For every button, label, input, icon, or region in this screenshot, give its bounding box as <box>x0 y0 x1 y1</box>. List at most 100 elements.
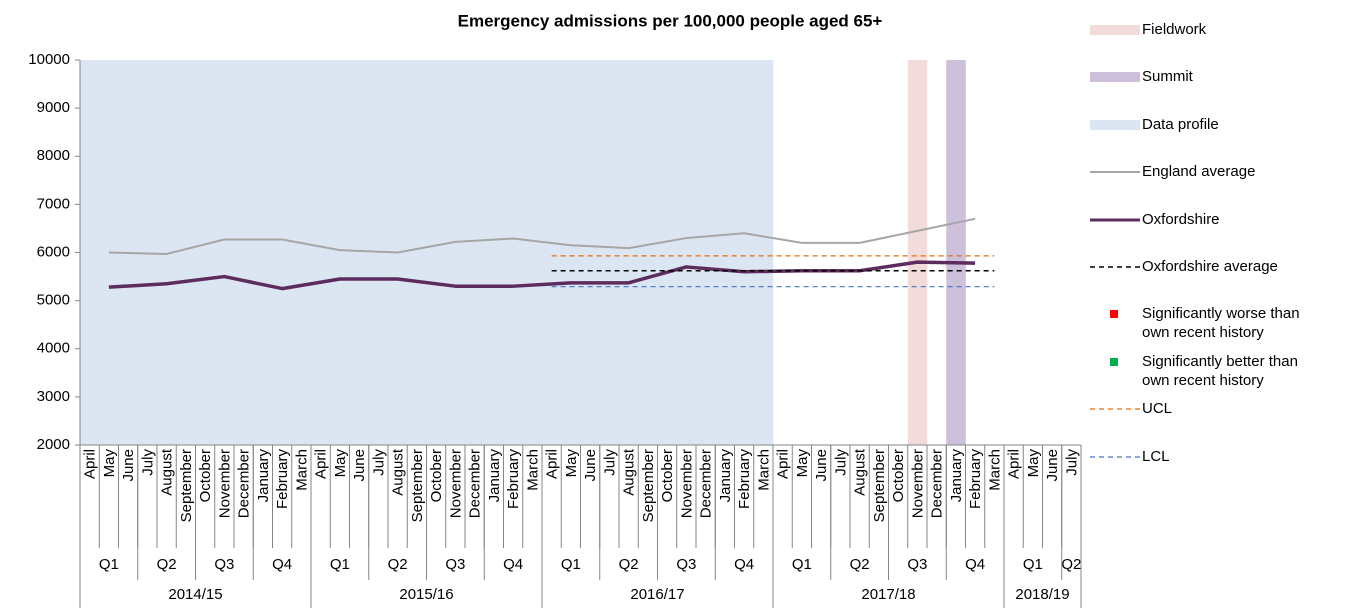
y-tick-label: 8000 <box>37 147 70 164</box>
x-tick-label: March <box>755 449 772 491</box>
x-tick-label: November <box>678 449 695 518</box>
x-tick-label: April <box>544 449 561 479</box>
x-tick-label: April <box>1006 449 1023 479</box>
x-tick-label: January <box>486 449 503 503</box>
legend-swatch <box>1110 310 1118 319</box>
x-tick-label: March <box>293 449 310 491</box>
x-tick-label: October <box>659 449 676 502</box>
x-tick-label: January <box>948 449 965 503</box>
x-tick-label: August <box>159 448 176 496</box>
band-bar <box>657 60 678 445</box>
legend-item: Fieldwork <box>1090 20 1322 40</box>
legend-swatch <box>1090 171 1140 174</box>
y-tick-label: 2000 <box>37 436 70 453</box>
x-tick-label: May <box>563 449 580 478</box>
x-group-label: Q1 <box>330 556 350 573</box>
band-bar <box>407 60 427 445</box>
legend-label: Significantly worse than own recent hist… <box>1142 305 1300 342</box>
x-tick-label: November <box>216 449 233 518</box>
x-tick-label: February <box>967 449 984 510</box>
x-tick-label: August <box>390 448 407 496</box>
legend-symbol <box>1090 115 1142 135</box>
x-group-label: 2015/16 <box>399 586 453 603</box>
band-bar <box>80 60 100 445</box>
y-tick-label: 6000 <box>37 243 70 260</box>
legend-marker <box>1110 357 1118 366</box>
x-group-label: Q3 <box>214 556 234 573</box>
chart-title: Emergency admissions per 100,000 people … <box>458 11 883 30</box>
legend-band <box>1090 25 1140 35</box>
band-bar <box>330 60 350 445</box>
x-tick-label: December <box>929 449 946 518</box>
x-tick-label: April <box>82 449 99 479</box>
x-tick-label: September <box>178 449 195 522</box>
x-group-label: Q2 <box>157 556 177 573</box>
legend-symbol <box>1090 20 1142 40</box>
band-bar <box>426 60 447 445</box>
x-group-label: Q2 <box>1061 556 1081 573</box>
x-group-label: Q4 <box>965 556 985 573</box>
x-group-label: Q1 <box>561 556 581 573</box>
legend-symbol <box>1090 304 1142 324</box>
x-tick-label: September <box>640 449 657 522</box>
x-tick-label: July <box>1063 449 1080 476</box>
x-tick-label: October <box>890 449 907 502</box>
y-tick-label: 4000 <box>37 340 70 357</box>
legend-item: UCL <box>1090 399 1322 419</box>
x-tick-label: June <box>813 449 830 482</box>
band-bar <box>599 60 620 445</box>
x-tick-label: January <box>717 449 734 503</box>
x-tick-label: December <box>698 449 715 518</box>
band-bar <box>522 60 543 445</box>
legend-marker <box>1110 310 1118 319</box>
band-bar <box>753 60 774 445</box>
x-tick-label: February <box>505 449 522 510</box>
band-bar <box>465 60 485 445</box>
band-bar <box>253 60 273 445</box>
legend-symbol <box>1090 67 1142 87</box>
band-bar <box>638 60 658 445</box>
band-bar <box>676 60 697 445</box>
band-bar <box>696 60 716 445</box>
legend-symbol <box>1090 257 1142 277</box>
legend-item: LCL <box>1090 447 1322 467</box>
x-tick-label: July <box>370 449 387 476</box>
legend-item: Data profile <box>1090 115 1322 135</box>
y-tick-label: 3000 <box>37 388 70 405</box>
x-group-label: Q1 <box>792 556 812 573</box>
band-bar <box>561 60 581 445</box>
x-tick-label: May <box>101 449 118 478</box>
x-group-label: Q4 <box>272 556 292 573</box>
legend-band <box>1090 72 1140 83</box>
legend-label: LCL <box>1142 447 1170 465</box>
y-tick-label: 10000 <box>28 51 70 68</box>
x-tick-label: June <box>351 449 368 482</box>
legend-label: Summit <box>1142 68 1193 86</box>
legend-label: Oxfordshire <box>1142 210 1220 228</box>
x-tick-label: November <box>447 449 464 518</box>
x-tick-label: February <box>736 449 753 510</box>
legend-label: Fieldwork <box>1142 21 1207 38</box>
legend-label: Data profile <box>1142 115 1219 133</box>
band-bar <box>907 60 928 445</box>
x-tick-label: May <box>1025 449 1042 478</box>
x-tick-label: April <box>775 449 792 479</box>
x-tick-label: September <box>409 449 426 522</box>
y-tick-label: 7000 <box>37 195 70 212</box>
x-group-label: Q3 <box>907 556 927 573</box>
legend-symbol <box>1090 352 1142 372</box>
x-group-label: Q3 <box>676 556 696 573</box>
band-bar <box>503 60 524 445</box>
x-tick-label: July <box>139 449 156 476</box>
x-tick-label: October <box>428 449 445 502</box>
legend-item: Significantly better than own recent his… <box>1090 352 1322 390</box>
band-bar <box>484 60 504 445</box>
legend-item: Oxfordshire <box>1090 210 1322 230</box>
x-tick-label: January <box>255 449 272 503</box>
legend-label: Oxfordshire average <box>1142 258 1278 275</box>
x-group-label: Q3 <box>445 556 465 573</box>
band-bar <box>946 60 966 445</box>
legend-label: England average <box>1142 163 1256 181</box>
